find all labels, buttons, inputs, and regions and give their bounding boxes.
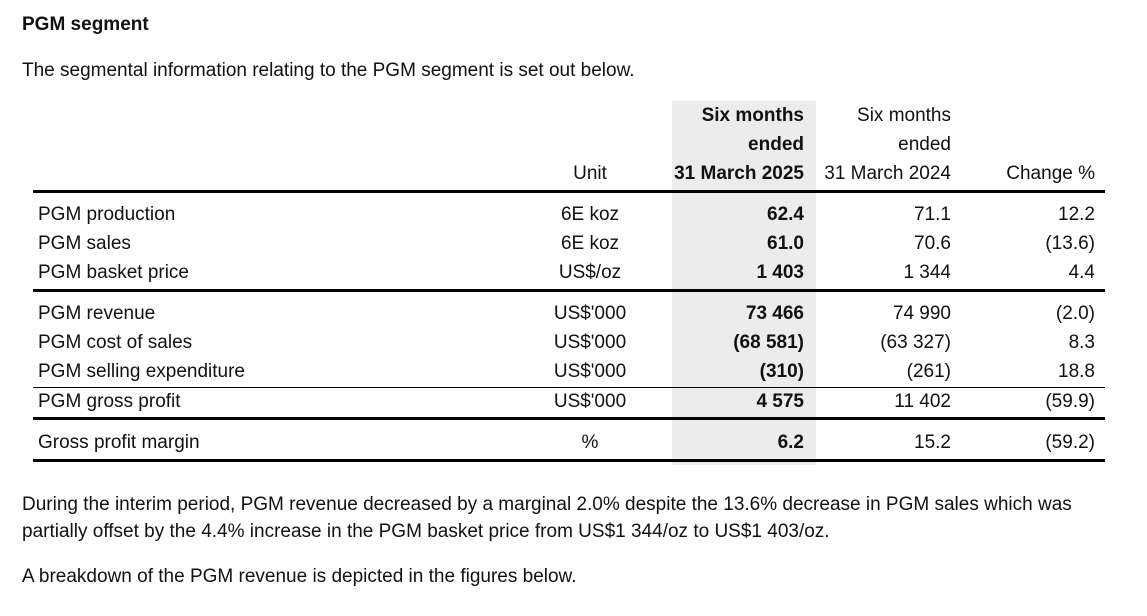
row-unit: US$'000 xyxy=(553,332,627,353)
row-prior: (261) xyxy=(906,361,951,382)
row-prior: (63 327) xyxy=(880,332,951,353)
current-period-column-shading xyxy=(672,101,816,465)
intro-text: The segmental information relating to th… xyxy=(22,60,635,81)
row-label: PGM sales xyxy=(38,233,131,254)
row-prior: 15.2 xyxy=(914,432,951,453)
row-prior: 74 990 xyxy=(892,303,951,324)
row-unit: 6E koz xyxy=(560,204,620,225)
header-rule xyxy=(33,190,1105,193)
header-change: Change % xyxy=(1006,163,1095,184)
row-prior: 71.1 xyxy=(914,204,951,225)
row-change: (2.0) xyxy=(1055,303,1095,324)
row-change: (59.2) xyxy=(1045,432,1095,453)
row-label: PGM selling expenditure xyxy=(38,361,245,382)
row-label: PGM basket price xyxy=(38,262,189,283)
row-unit: US$'000 xyxy=(553,303,627,324)
row-current: 6.2 xyxy=(777,432,804,453)
row-label: PGM production xyxy=(38,204,176,225)
header-unit: Unit xyxy=(573,163,607,184)
row-change: 4.4 xyxy=(1068,262,1095,283)
row-unit: US$'000 xyxy=(553,361,627,382)
header-prior-line3: 31 March 2024 xyxy=(824,163,951,184)
row-current: 73 466 xyxy=(745,303,804,324)
row-unit: US$'000 xyxy=(553,391,627,412)
commentary-paragraph: During the interim period, PGM revenue d… xyxy=(22,494,1072,542)
row-change: 12.2 xyxy=(1058,204,1095,225)
group-rule xyxy=(33,289,1105,292)
row-label: PGM gross profit xyxy=(38,391,181,412)
row-label: PGM cost of sales xyxy=(38,332,193,353)
header-current-line1: Six months xyxy=(701,105,804,126)
section-heading: PGM segment xyxy=(22,14,149,35)
row-change: (13.6) xyxy=(1045,233,1095,254)
row-unit: % xyxy=(581,432,599,453)
row-current: (68 581) xyxy=(733,332,804,353)
row-current: 62.4 xyxy=(767,204,804,225)
row-prior: 70.6 xyxy=(914,233,951,254)
row-change: (59.9) xyxy=(1045,391,1095,412)
total-rule xyxy=(33,417,1105,420)
header-prior-line2: ended xyxy=(898,134,951,155)
row-unit: 6E koz xyxy=(560,233,620,254)
row-prior: 1 344 xyxy=(903,262,951,283)
figures-intro-paragraph: A breakdown of the PGM revenue is depict… xyxy=(22,566,577,587)
row-unit: US$/oz xyxy=(558,262,622,283)
subtotal-rule xyxy=(33,387,1105,388)
row-label: Gross profit margin xyxy=(38,432,200,453)
row-current: 4 575 xyxy=(756,391,804,412)
row-change: 8.3 xyxy=(1068,332,1095,353)
header-current-line2: ended xyxy=(748,134,804,155)
row-current: 1 403 xyxy=(756,262,804,283)
row-label: PGM revenue xyxy=(38,303,156,324)
row-prior: 11 402 xyxy=(894,391,951,412)
row-current: (310) xyxy=(759,361,804,382)
header-prior-line1: Six months xyxy=(857,105,951,126)
row-change: 18.8 xyxy=(1058,361,1095,382)
row-current: 61.0 xyxy=(767,233,804,254)
bottom-rule xyxy=(33,459,1105,462)
header-current-line3: 31 March 2025 xyxy=(674,163,804,184)
